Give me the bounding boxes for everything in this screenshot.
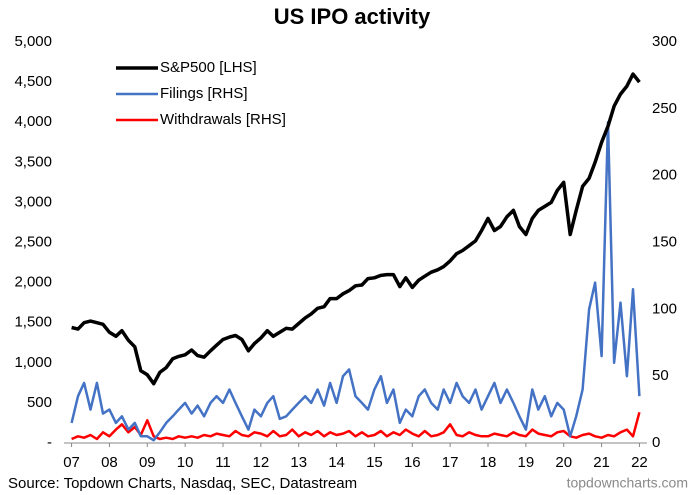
legend-label: Filings [RHS] — [160, 85, 248, 102]
y-tick-label: 1,500 — [14, 314, 52, 331]
series-line — [71, 411, 641, 441]
y-tick-label: - — [47, 434, 52, 451]
y-tick-label: 500 — [27, 394, 52, 411]
y-tick-label: 4,500 — [14, 73, 52, 90]
x-tick-label: 18 — [480, 454, 497, 471]
x-tick-label: 20 — [555, 454, 572, 471]
x-tick-label: 13 — [290, 454, 307, 471]
x-tick-label: 07 — [63, 454, 80, 471]
y2-tick-label: 50 — [652, 367, 669, 384]
y2-tick-label: 250 — [652, 100, 677, 117]
x-tick-label: 15 — [366, 454, 383, 471]
legend-label: S&P500 [LHS] — [160, 59, 257, 76]
y2-tick-label: 200 — [652, 167, 677, 184]
y-tick-label: 5,000 — [14, 33, 52, 50]
y-tick-label: 3,000 — [14, 193, 52, 210]
x-tick-label: 14 — [328, 454, 345, 471]
x-tick-label: 08 — [101, 454, 118, 471]
y-tick-label: 3,500 — [14, 153, 52, 170]
y2-tick-label: 100 — [652, 300, 677, 317]
y-tick-label: 4,000 — [14, 113, 52, 130]
x-tick-label: 10 — [177, 454, 194, 471]
x-tick-label: 21 — [593, 454, 610, 471]
x-tick-label: 16 — [404, 454, 421, 471]
x-tick-label: 22 — [631, 454, 648, 471]
series-line — [71, 72, 641, 386]
y-tick-label: 2,000 — [14, 274, 52, 291]
chart-title: US IPO activity — [274, 4, 431, 29]
x-tick-label: 09 — [139, 454, 156, 471]
source-note: Source: Topdown Charts, Nasdaq, SEC, Dat… — [8, 475, 357, 492]
legend-label: Withdrawals [RHS] — [160, 111, 286, 128]
x-tick-label: 17 — [442, 454, 459, 471]
y2-tick-label: 300 — [652, 33, 677, 50]
credit: topdowncharts.com — [567, 475, 688, 491]
y2-tick-label: 0 — [652, 434, 660, 451]
x-tick-label: 12 — [253, 454, 270, 471]
x-tick-label: 19 — [518, 454, 535, 471]
y-tick-label: 1,000 — [14, 354, 52, 371]
y2-tick-label: 150 — [652, 233, 677, 250]
x-tick-label: 11 — [215, 454, 231, 471]
y-tick-label: 2,500 — [14, 233, 52, 250]
series-line — [70, 120, 641, 442]
